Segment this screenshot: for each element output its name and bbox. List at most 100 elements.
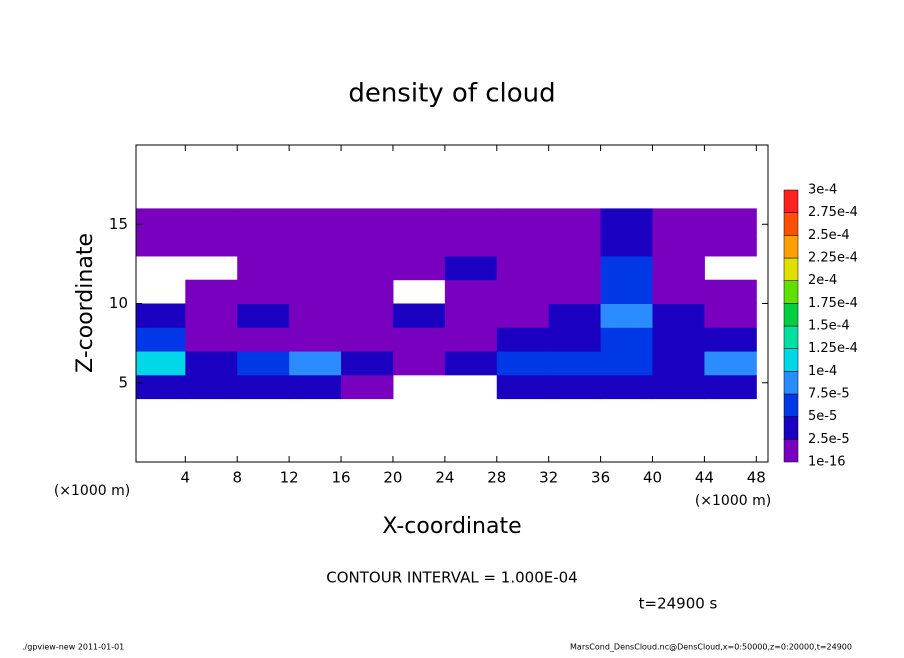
contour-cell: [289, 374, 342, 400]
contour-cell: [136, 232, 186, 257]
contour-cell: [444, 351, 498, 376]
colorbar-label: 1e-4: [808, 364, 837, 379]
contour-cell: [289, 255, 342, 281]
contour-cell: [600, 279, 654, 304]
contour-cell: [185, 327, 238, 352]
contour-cell: [548, 232, 602, 257]
colorbar-label: 2.25e-4: [808, 251, 858, 266]
x-axis-label: X-coordinate: [382, 514, 521, 539]
contour-cell: [704, 232, 757, 257]
contour-cell: [548, 303, 602, 328]
contour-cell: [652, 351, 705, 376]
contour-cell: [289, 208, 342, 233]
contour-cell: [704, 351, 757, 376]
contour-cell: [444, 208, 498, 233]
contour-cell: [185, 208, 238, 233]
x-unit-label: (×1000 m): [695, 493, 771, 509]
colorbar-label: 7.5e-5: [808, 387, 850, 402]
contour-cell: [704, 374, 757, 400]
colorbar-swatch: [783, 348, 799, 372]
contour-cell: [600, 351, 654, 376]
contour-cell: [237, 303, 290, 328]
y-tick-label: 5: [118, 373, 128, 391]
contour-cell: [704, 303, 757, 328]
colorbar-label: 5e-5: [808, 409, 837, 424]
x-tick-label: 24: [435, 469, 454, 487]
y-axis-label: Z-coordinate: [73, 233, 98, 373]
contour-cell: [237, 232, 290, 257]
contour-cell: [341, 303, 394, 328]
colorbar-label: 1.25e-4: [808, 341, 858, 356]
contour-cell: [341, 255, 394, 281]
contour-cell: [237, 374, 290, 400]
colorbar-swatch: [783, 416, 799, 440]
colorbar-label: 2.5e-4: [808, 228, 850, 243]
contour-cell: [237, 327, 290, 352]
footer-right: MarsCond_DensCloud.nc@DensCloud,x=0:5000…: [570, 643, 852, 652]
contour-cell: [652, 232, 705, 257]
contour-cell: [444, 255, 498, 281]
colorbar-swatch: [783, 189, 799, 213]
contour-cell: [496, 303, 550, 328]
colorbar-swatch: [783, 303, 799, 327]
colorbar-label: 2.75e-4: [808, 205, 858, 220]
contour-cell: [392, 232, 446, 257]
contour-cell: [136, 327, 186, 352]
contour-cell: [341, 374, 394, 400]
contour-cell: [185, 303, 238, 328]
contour-cell: [652, 255, 705, 281]
contour-cell: [237, 279, 290, 304]
x-tick-label: 28: [487, 469, 506, 487]
x-tick-label: 4: [181, 469, 191, 487]
colorbar-label: 1.5e-4: [808, 319, 850, 334]
contour-cell: [652, 303, 705, 328]
x-tick-label: 48: [747, 469, 766, 487]
contour-cell: [289, 327, 342, 352]
contour-cell: [652, 327, 705, 352]
contour-cell: [185, 351, 238, 376]
colorbar-swatch: [783, 280, 799, 304]
contour-cell: [704, 279, 757, 304]
contour-cell: [548, 327, 602, 352]
contour-cell: [237, 255, 290, 281]
contour-cell: [136, 208, 186, 233]
contour-cell: [185, 232, 238, 257]
contour-cell: [496, 327, 550, 352]
contour-cell: [185, 374, 238, 400]
colorbar-swatch: [783, 439, 799, 463]
contour-cell: [444, 232, 498, 257]
contour-cell: [444, 303, 498, 328]
contour-cell: [289, 351, 342, 376]
contour-field: [136, 208, 757, 400]
contour-cell: [652, 208, 705, 233]
contour-cell: [341, 279, 394, 304]
colorbar-swatch: [783, 393, 799, 417]
contour-cell: [704, 208, 757, 233]
x-tick-label: 20: [383, 469, 402, 487]
colorbar-swatch: [783, 235, 799, 259]
contour-cell: [548, 374, 602, 400]
y-unit-label: (×1000 m): [54, 483, 130, 499]
colorbar-swatch: [783, 257, 799, 281]
colorbar-label: 2e-4: [808, 273, 837, 288]
x-tick-label: 36: [591, 469, 610, 487]
contour-cell: [496, 374, 550, 400]
contour-cell: [548, 351, 602, 376]
contour-cell: [600, 208, 654, 233]
contour-cell: [600, 255, 654, 281]
contour-cell: [341, 351, 394, 376]
contour-cell: [600, 327, 654, 352]
contour-cell: [341, 208, 394, 233]
time-label: t=24900 s: [639, 595, 718, 613]
colorbar-swatch: [783, 371, 799, 395]
y-tick-label: 15: [109, 215, 128, 233]
colorbar-label: 2.5e-5: [808, 432, 850, 447]
x-tick-label: 8: [232, 469, 242, 487]
contour-cell: [496, 279, 550, 304]
contour-cell: [652, 374, 705, 400]
contour-cell: [289, 303, 342, 328]
contour-cell: [237, 351, 290, 376]
colorbar-swatch: [783, 325, 799, 349]
contour-cell: [652, 279, 705, 304]
